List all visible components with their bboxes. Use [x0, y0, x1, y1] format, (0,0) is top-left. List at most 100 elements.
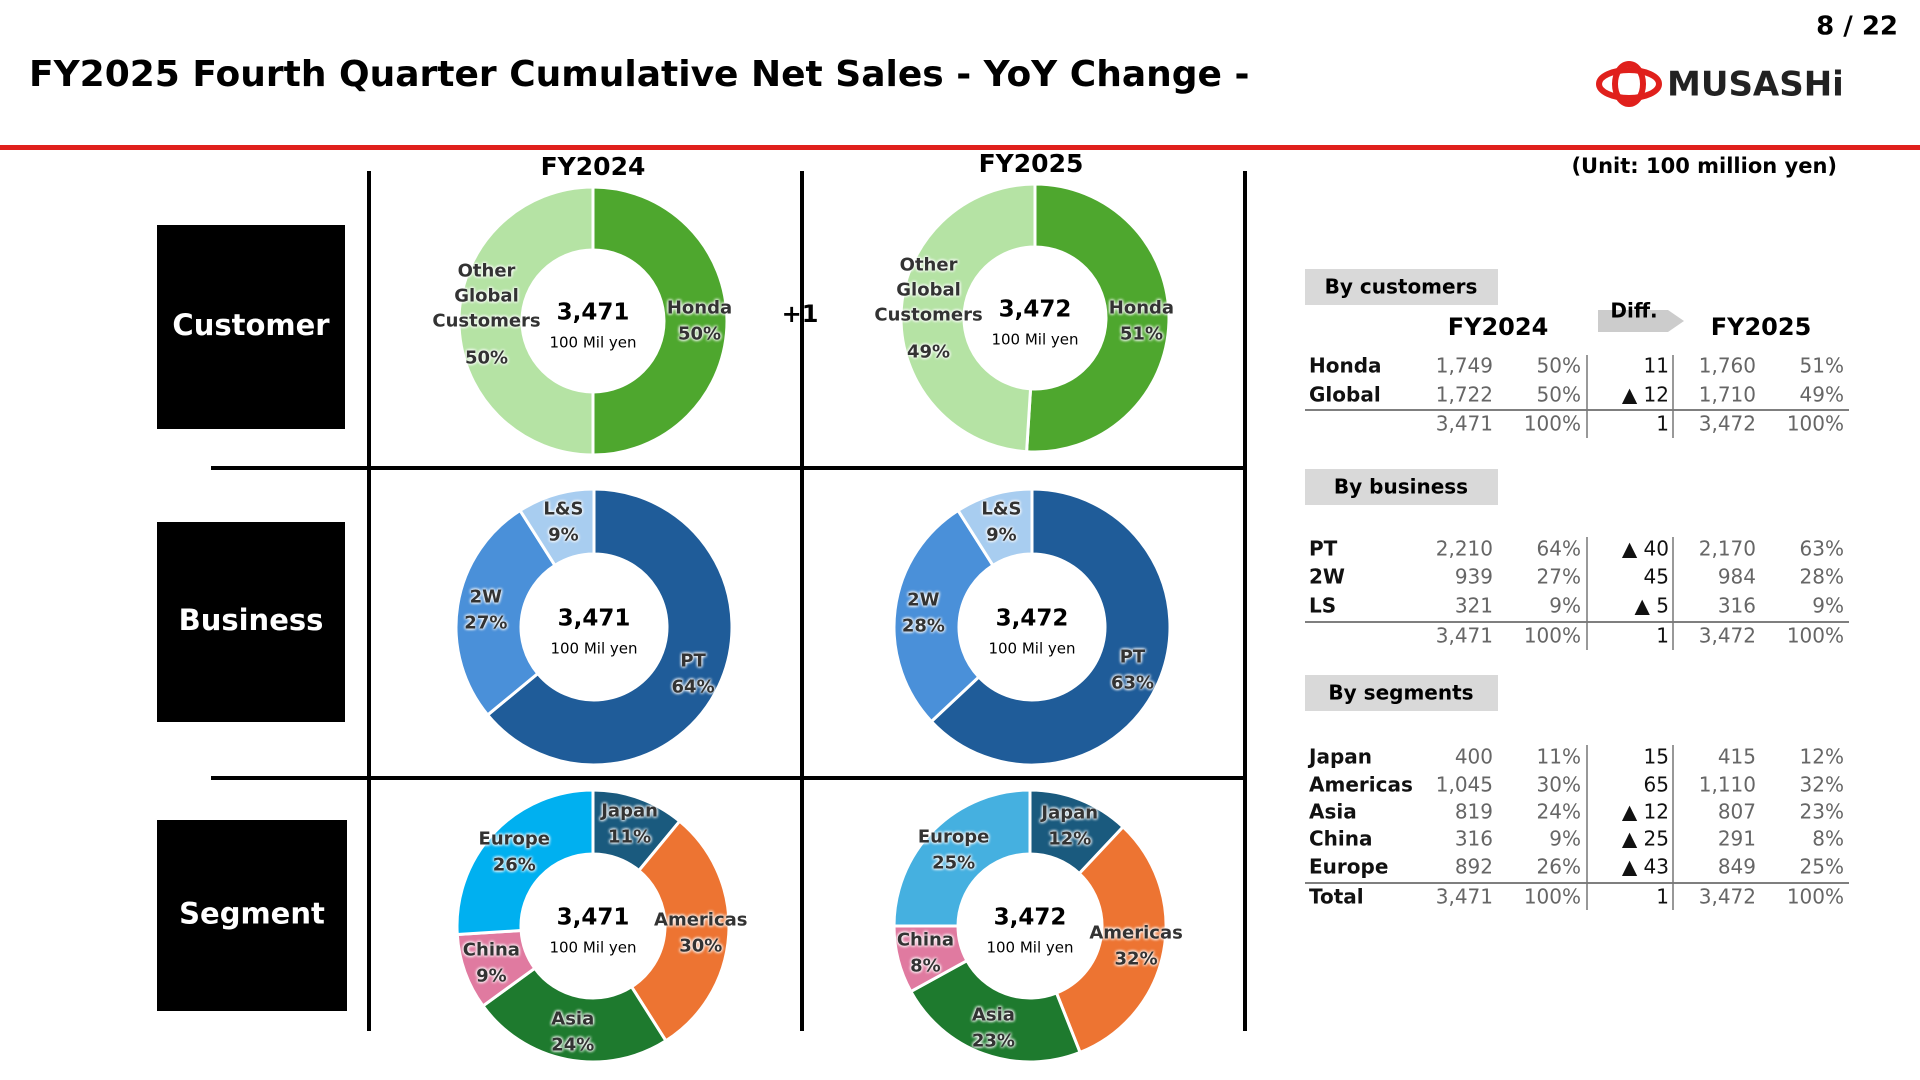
row-label: Customer	[172, 308, 330, 342]
cell: 24%	[1537, 800, 1581, 824]
donut-slice	[929, 487, 1172, 767]
cell: 8%	[1812, 827, 1844, 851]
donut-slice	[457, 185, 595, 457]
row-label-box	[157, 225, 345, 429]
row-name: 2W	[1309, 565, 1345, 589]
cell: 321	[1455, 594, 1493, 618]
slice-value: 9%	[986, 524, 1017, 546]
cell: 1	[1656, 885, 1669, 909]
cell: 26%	[1537, 855, 1581, 879]
center-total: 3,472	[994, 905, 1067, 931]
cell: 1,045	[1436, 773, 1493, 797]
cell: 3,471	[1436, 624, 1493, 648]
cell: ▲ 12	[1622, 800, 1669, 824]
row-name: Europe	[1309, 855, 1388, 879]
donut-slice	[517, 487, 596, 568]
cell: 50%	[1537, 383, 1581, 407]
logo-text: MUSASHi	[1667, 65, 1844, 105]
slice-label: Europe	[478, 828, 550, 850]
donut-slice	[899, 182, 1037, 454]
cell: ▲ 12	[1622, 383, 1669, 407]
cell: 1,110	[1699, 773, 1756, 797]
header-rule	[0, 145, 1920, 150]
row-name: Japan	[1307, 745, 1372, 769]
cell: 9%	[1812, 594, 1844, 618]
cell: 27%	[1537, 565, 1581, 589]
center-unit: 100 Mil yen	[986, 939, 1073, 957]
center-unit: 100 Mil yen	[991, 331, 1078, 349]
cell: 849	[1718, 855, 1756, 879]
donut-slice	[892, 788, 1032, 928]
grid-lines	[211, 171, 1247, 1031]
cell: 316	[1718, 594, 1756, 618]
slide-title: FY2025 Fourth Quarter Cumulative Net Sal…	[29, 54, 1249, 95]
slice-value: 28%	[901, 615, 945, 637]
slice-label: Americas	[1089, 922, 1183, 944]
slice-value: 49%	[907, 341, 951, 363]
slice-label: 2W	[907, 589, 940, 611]
slice-value: 24%	[551, 1034, 595, 1056]
logo-icon	[1596, 61, 1662, 107]
cell: 9%	[1549, 827, 1581, 851]
table-header: FY2025	[1711, 313, 1812, 341]
slice-value: 9%	[476, 965, 507, 987]
slice-label: China	[462, 939, 520, 961]
cell: 49%	[1800, 383, 1844, 407]
cell: 12%	[1800, 745, 1844, 769]
center-unit: 100 Mil yen	[550, 640, 637, 658]
donut-slice	[629, 819, 731, 1043]
cell: 1,749	[1436, 354, 1493, 378]
slice-label: Americas	[654, 909, 748, 931]
cell: 25%	[1800, 855, 1844, 879]
section-box	[1305, 675, 1498, 711]
cell: 11%	[1537, 745, 1581, 769]
slice-label: Honda	[666, 297, 733, 319]
slice-value: 30%	[679, 935, 723, 957]
cell: 100%	[1524, 412, 1581, 436]
donut-slice	[485, 487, 734, 767]
slice-label: Other Global Customers	[874, 254, 983, 326]
slice-label: Asia	[551, 1008, 595, 1030]
cell: 807	[1718, 800, 1756, 824]
slice-label: Other Global Customers	[432, 260, 541, 332]
page-number: 8 / 22	[1816, 12, 1898, 42]
donut-slice	[908, 958, 1083, 1064]
slice-value: 63%	[1110, 672, 1155, 694]
slice-value: 12%	[1048, 828, 1092, 850]
cell: 2,210	[1436, 537, 1493, 561]
cell: 100%	[1524, 624, 1581, 648]
slice-value: 8%	[910, 955, 941, 977]
section-title: By business	[1334, 475, 1468, 499]
cell: 1,722	[1436, 383, 1493, 407]
donut-slice	[454, 508, 557, 718]
slice-value: 27%	[464, 612, 508, 634]
cell: 939	[1455, 565, 1493, 589]
table-header: FY2024	[1448, 313, 1549, 341]
donut-slice	[892, 508, 995, 724]
cell: 1,760	[1699, 354, 1756, 378]
cell: 65	[1644, 773, 1669, 797]
cell: 100%	[1787, 412, 1844, 436]
slice-label: PT	[680, 650, 706, 672]
row-name: Global	[1309, 383, 1381, 407]
section-box	[1305, 469, 1498, 505]
cell: 400	[1455, 745, 1493, 769]
row-name: Total	[1309, 885, 1364, 909]
slice-label: Asia	[971, 1004, 1015, 1026]
cell: 51%	[1800, 354, 1844, 378]
slice-value: 9%	[548, 524, 579, 546]
cell: 3,472	[1699, 624, 1756, 648]
center-total: 3,472	[996, 606, 1069, 632]
cell: 23%	[1800, 800, 1844, 824]
donut-slice	[455, 788, 595, 937]
cell: 3,472	[1699, 885, 1756, 909]
center-total: 3,471	[558, 606, 631, 632]
slice-value: 23%	[971, 1030, 1015, 1052]
row-label: Business	[179, 603, 324, 637]
slice-label: Europe	[917, 826, 990, 848]
donut-slice	[1024, 182, 1171, 454]
cell: ▲ 5	[1635, 594, 1669, 618]
column-header: FY2024	[541, 152, 646, 181]
